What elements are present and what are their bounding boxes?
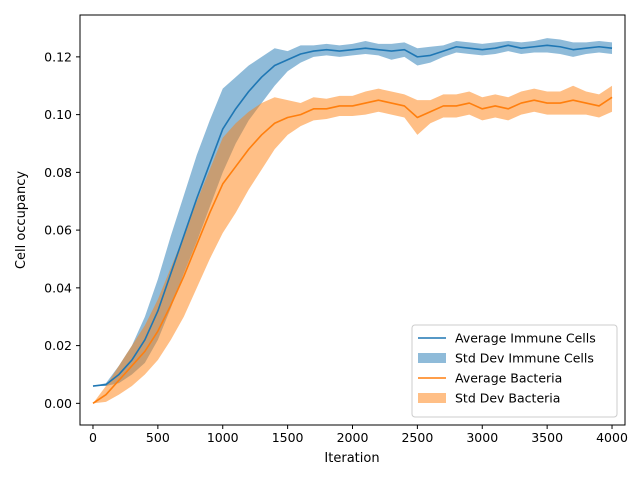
y-tick-label: 0.08 [44,165,72,180]
y-tick-label: 0.00 [44,396,72,411]
average-lines [92,44,613,405]
x-tick-label: 3500 [531,430,563,445]
x-axis-label: Iteration [324,451,379,466]
band-std-dev-bacteria [92,85,613,404]
y-tick-label: 0.10 [44,107,72,122]
x-tick-label: 1000 [207,430,239,445]
y-axis-label: Cell occupancy [14,171,29,270]
legend-swatch-std-dev-bacteria [418,393,446,403]
legend-label-std-dev-immune-cells: Std Dev Immune Cells [455,351,594,366]
x-tick-label: 4000 [596,430,628,445]
legend-label-average-bacteria: Average Bacteria [455,371,562,386]
y-tick-label: 0.06 [44,223,72,238]
y-tick-label: 0.12 [44,49,72,64]
x-tick-label: 1500 [272,430,304,445]
legend-swatch-std-dev-immune-cells [418,353,446,363]
x-tick-label: 500 [146,430,170,445]
legend-box [411,324,618,418]
legend-label-std-dev-bacteria: Std Dev Bacteria [455,391,560,406]
y-tick-label: 0.02 [44,338,72,353]
std-dev-bands [92,38,613,404]
band-std-dev-immune-cells [92,38,613,387]
x-tick-label: 0 [89,430,97,445]
y-axis-ticks: 0.00 0.02 0.04 0.06 0.08 0.10 0.12 [44,49,80,411]
line-average-immune-cells [92,44,613,387]
legend: Average Immune Cells Std Dev Immune Cells… [411,324,618,418]
x-tick-label: 3000 [466,430,498,445]
x-tick-label: 2500 [401,430,433,445]
x-axis-ticks: 0 500 1000 1500 2000 2500 3000 3500 4000 [89,425,628,445]
y-tick-label: 0.04 [44,280,72,295]
legend-label-average-immune-cells: Average Immune Cells [455,331,596,346]
line-average-bacteria [92,96,613,405]
x-tick-label: 2000 [337,430,369,445]
